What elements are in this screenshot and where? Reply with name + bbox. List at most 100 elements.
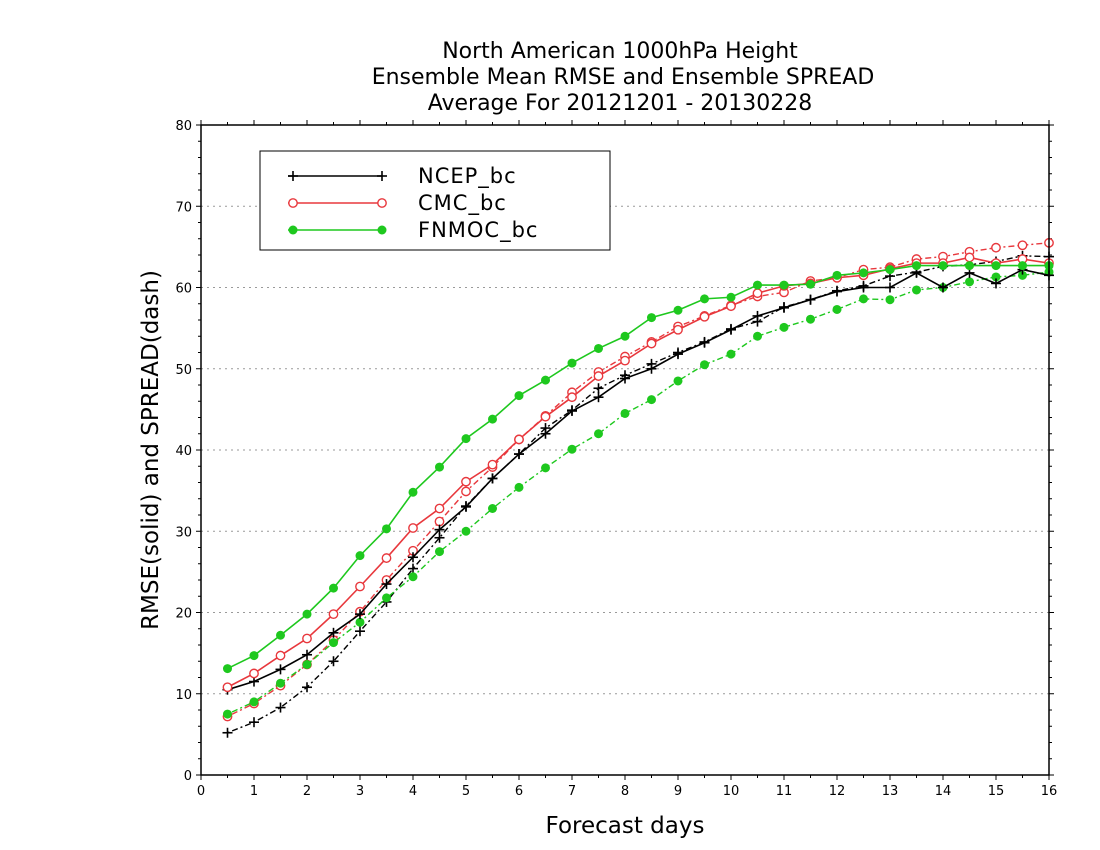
grid <box>201 205 1049 695</box>
series-fnmoc-bc-rmse-point <box>435 462 444 472</box>
series-ncep-bc-rmse-point <box>832 286 842 297</box>
legend-label-fnmoc-bc: FNMOC_bc <box>418 218 538 243</box>
series-fnmoc-bc-rmse-point <box>965 261 974 271</box>
x-tick-label-5: 5 <box>462 784 470 799</box>
series-ncep-bc-rmse-point <box>779 302 789 313</box>
series-fnmoc-bc-spread-point <box>249 697 259 707</box>
series-ncep-bc-rmse-point <box>752 310 763 321</box>
legend-marker-end-cmc-bc <box>377 198 387 208</box>
series-fnmoc-bc-spread-point <box>700 360 709 370</box>
series-ncep-bc-rmse-point <box>408 552 418 563</box>
series-layer <box>222 237 1054 738</box>
series-fnmoc-bc-rmse-point <box>912 261 921 271</box>
series-fnmoc-bc-rmse-point <box>647 313 656 323</box>
series-ncep-bc-rmse-point <box>514 449 524 460</box>
y-tick-label-40: 40 <box>175 444 192 459</box>
series-fnmoc-bc-rmse-point <box>779 280 789 290</box>
series-ncep-bc-spread-point <box>275 702 286 713</box>
series-fnmoc-bc-spread-point <box>647 395 656 405</box>
series-ncep-bc-rmse-point <box>381 579 392 590</box>
series-fnmoc-bc-rmse-point <box>541 375 550 385</box>
series-fnmoc-bc-rmse-point <box>700 294 709 304</box>
series-fnmoc-bc-spread-line <box>227 271 1050 715</box>
series-ncep-bc-rmse-point <box>567 406 577 416</box>
series-fnmoc-bc-spread-point <box>594 429 603 439</box>
series-cmc-bc-rmse-point <box>275 650 286 661</box>
series-cmc-bc-spread-point <box>1017 240 1028 251</box>
series-fnmoc-bc-rmse-point <box>302 609 312 619</box>
series-ncep-bc-spread-point <box>222 727 233 738</box>
y-tick-label-80: 80 <box>175 119 192 134</box>
series-cmc-bc-rmse-point <box>302 633 312 644</box>
series-ncep-bc-rmse-point <box>805 294 816 305</box>
series-fnmoc-bc-spread-point <box>355 617 365 627</box>
series-fnmoc-bc-rmse-point <box>1018 261 1027 271</box>
x-tick-label-7: 7 <box>568 784 576 799</box>
x-tick-label-1: 1 <box>250 784 258 799</box>
series-ncep-bc-rmse-point <box>487 473 498 484</box>
series-cmc-bc-rmse-point <box>487 459 498 470</box>
series-fnmoc-bc-rmse-point <box>753 280 762 290</box>
series-fnmoc-bc-rmse-line <box>227 264 1049 670</box>
series-fnmoc-bc-spread-point <box>223 709 232 719</box>
title-line-2: Ensemble Mean RMSE and Ensemble SPREAD <box>372 65 875 90</box>
series-fnmoc-bc-rmse-point <box>249 651 259 661</box>
x-tick-label-3: 3 <box>356 784 364 799</box>
series-fnmoc-bc-rmse-point <box>594 343 603 353</box>
series-fnmoc-bc-spread-point <box>912 285 921 295</box>
series-fnmoc-bc-rmse-point <box>514 391 524 401</box>
x-axis-label: Forecast days <box>546 813 705 839</box>
series-ncep-bc-rmse-point <box>620 373 630 384</box>
series-cmc-bc-rmse-point <box>249 668 259 679</box>
series-fnmoc-bc-spread-point <box>753 331 762 341</box>
legend-marker-start-cmc-bc <box>288 198 298 208</box>
x-tick-label-2: 2 <box>303 784 311 799</box>
series-fnmoc-bc-rmse-point <box>726 292 736 302</box>
y-tick-label-0: 0 <box>184 769 192 784</box>
y-tick-label-10: 10 <box>175 688 192 703</box>
series-fnmoc-bc-rmse-point <box>938 261 948 271</box>
series-fnmoc-bc-spread-point <box>726 349 736 359</box>
series-cmc-bc-spread-point <box>434 516 445 527</box>
legend-label-cmc-bc: CMC_bc <box>418 191 507 216</box>
series-ncep-bc-spread-point <box>302 682 312 693</box>
series-fnmoc-bc-rmse-point <box>382 524 391 534</box>
series-cmc-bc-rmse-point <box>408 523 418 533</box>
legend-marker-end-fnmoc-bc <box>377 225 387 235</box>
series-ncep-bc-rmse-point <box>540 428 551 439</box>
series-cmc-bc-rmse-point <box>328 609 339 620</box>
series-ncep-bc-rmse-point <box>885 282 895 293</box>
series-ncep-bc-rmse-point <box>726 324 736 335</box>
series-fnmoc-bc-rmse-point <box>567 358 577 368</box>
series-fnmoc-bc-rmse-point <box>355 551 365 561</box>
x-tick-label-6: 6 <box>515 784 523 799</box>
series-fnmoc-bc-rmse-point <box>859 268 868 278</box>
series-fnmoc-bc-rmse-point <box>673 305 683 315</box>
series-fnmoc-bc-spread-point <box>541 463 550 473</box>
series-fnmoc-bc-spread-point <box>514 482 524 492</box>
series-fnmoc-bc-rmse-point <box>329 583 338 593</box>
series-cmc-bc-rmse-point <box>673 324 683 335</box>
series-ncep-bc-spread-point <box>355 626 365 637</box>
y-axis-label: RMSE(solid) and SPREAD(dash) <box>138 270 164 630</box>
series-ncep-bc-rmse-point <box>355 609 365 620</box>
series-fnmoc-bc-spread-point <box>779 322 789 332</box>
series-cmc-bc-spread-point <box>991 242 1001 253</box>
series-ncep-bc-rmse-point <box>434 524 445 535</box>
series-fnmoc-bc-rmse-point <box>276 630 285 640</box>
plot-frame <box>200 124 1050 776</box>
series-ncep-bc-spread-point <box>249 717 259 728</box>
title-line-1: North American 1000hPa Height <box>442 39 798 64</box>
series-cmc-bc-rmse-point <box>752 288 763 299</box>
series-ncep-bc-rmse-point <box>699 337 710 348</box>
x-tick-label-14: 14 <box>935 784 952 799</box>
series-cmc-bc-rmse-point <box>567 392 577 403</box>
x-tick-label-16: 16 <box>1041 784 1058 799</box>
series-cmc-bc-rmse-point <box>620 355 630 366</box>
series-fnmoc-bc-rmse-point <box>885 265 895 275</box>
series-fnmoc-bc-spread-point <box>620 408 630 418</box>
series-ncep-bc-rmse-point <box>858 282 869 293</box>
